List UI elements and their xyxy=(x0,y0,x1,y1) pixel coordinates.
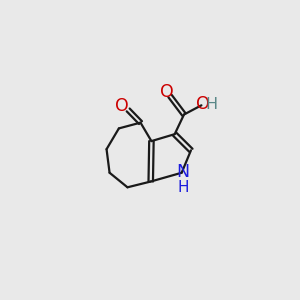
Text: N: N xyxy=(176,163,189,181)
Text: O: O xyxy=(116,97,129,115)
Text: O: O xyxy=(160,83,173,101)
Text: O: O xyxy=(196,95,209,113)
Text: H: H xyxy=(206,97,218,112)
Text: H: H xyxy=(177,180,189,195)
